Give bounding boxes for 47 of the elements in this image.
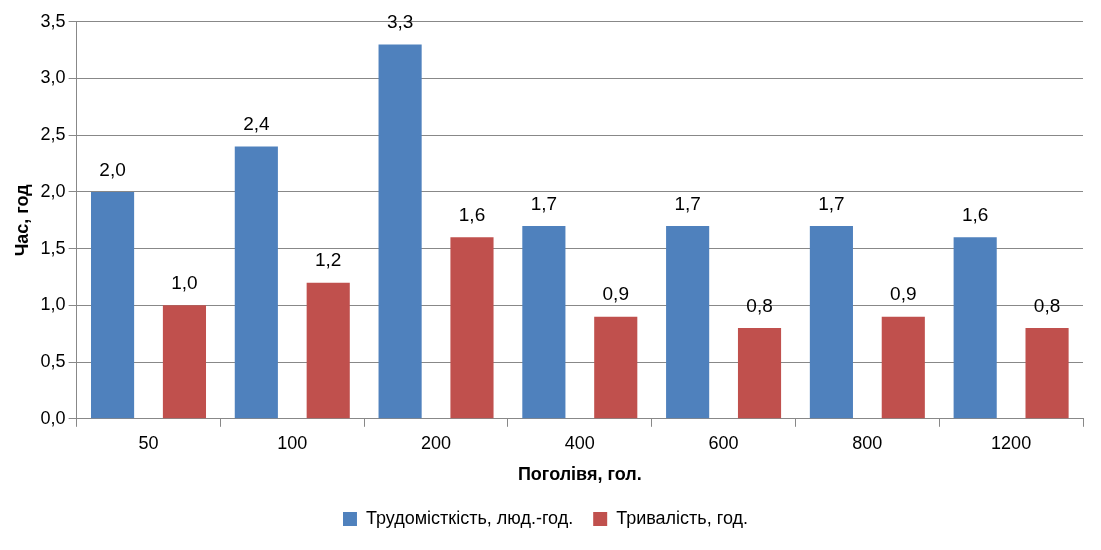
bar [522, 225, 566, 419]
data-label: 1,7 [818, 192, 845, 214]
bar [1025, 328, 1069, 419]
bar [881, 316, 925, 419]
data-label: 1,7 [674, 192, 701, 214]
bar [91, 191, 135, 419]
x-axis-title: Поголівя, гол. [517, 464, 642, 485]
bar [594, 316, 638, 419]
x-tick-label: 400 [564, 432, 595, 453]
data-label: 1,7 [530, 192, 558, 214]
y-tick-label: 2,0 [40, 180, 66, 201]
x-tick-label: 200 [421, 432, 452, 453]
y-tick-label: 1,0 [40, 294, 66, 315]
data-label: 0,9 [890, 283, 917, 305]
y-axis-title: Час, год [11, 183, 32, 257]
y-tick-label: 3,0 [40, 67, 66, 88]
bar [162, 305, 207, 419]
data-label: 2,0 [99, 158, 126, 180]
x-tick-label: 600 [708, 432, 739, 453]
x-tick-label: 800 [852, 432, 883, 453]
x-tick-label: 1200 [991, 432, 1032, 453]
y-tick-label: 0,5 [40, 351, 66, 372]
y-tick-label: 0,0 [40, 407, 66, 428]
data-label: 0,8 [746, 294, 773, 316]
legend-label: Трудомісткість, люд.-год. [365, 507, 574, 528]
y-tick-label: 2,5 [40, 124, 66, 145]
bar [450, 237, 494, 419]
y-tick-label: 3,5 [40, 10, 66, 31]
x-tick-label: 100 [277, 432, 308, 453]
bar [306, 282, 350, 419]
data-label: 2,4 [243, 113, 270, 135]
bar [234, 146, 278, 419]
data-label: 3,3 [386, 11, 414, 33]
data-label: 0,8 [1033, 294, 1061, 316]
data-label: 1,6 [961, 204, 989, 226]
bar [666, 225, 710, 419]
data-label: 1,0 [171, 272, 198, 294]
x-tick-label: 50 [138, 432, 159, 453]
bar [737, 328, 782, 419]
data-label: 0,9 [602, 283, 629, 305]
legend-label: Тривалість, год. [616, 507, 749, 528]
data-label: 1,2 [315, 249, 342, 271]
bar [378, 44, 422, 419]
bar [953, 237, 997, 419]
y-tick-label: 1,5 [40, 237, 66, 258]
data-label: 1,6 [458, 204, 486, 226]
bar [809, 225, 853, 419]
